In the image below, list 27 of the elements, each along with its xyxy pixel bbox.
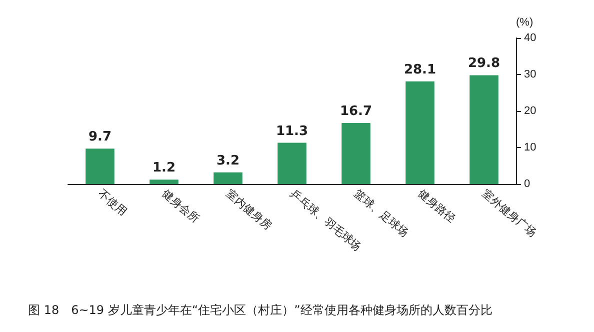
x-tick-label: 室内健身房	[224, 187, 274, 232]
bar	[86, 148, 114, 184]
y-tick-label: 10	[524, 142, 536, 154]
data-label: 28.1	[404, 62, 436, 78]
y-tick-label: 30	[524, 68, 536, 80]
caption: 图 18 6~19 岁儿童青少年在“住宅小区（村庄）”经常使用各种健身场所的人数百分比	[28, 303, 492, 317]
x-tick-label: 健身路径	[416, 187, 458, 226]
data-label: 9.7	[88, 130, 112, 145]
data-label: 1.2	[152, 160, 176, 176]
y-axis-title: (%)	[516, 16, 534, 28]
data-label: 29.8	[468, 56, 500, 72]
x-tick-label: 室外健身广场	[480, 187, 539, 240]
bar	[150, 180, 178, 184]
x-tick-label: 篮球、足球场	[352, 187, 411, 240]
x-tick-label: 不使用	[96, 187, 130, 218]
y-tick-label: 20	[524, 105, 536, 117]
data-label: 3.2	[216, 153, 240, 168]
bar	[470, 75, 498, 184]
y-tick-label: 0	[524, 178, 530, 190]
x-tick-label: 健身会所	[160, 187, 202, 226]
y-tick-label: 40	[524, 32, 536, 44]
data-label: 16.7	[340, 104, 372, 120]
data-label: 11.3	[276, 124, 308, 139]
bar	[342, 123, 370, 184]
bar	[214, 172, 242, 184]
bar	[406, 81, 434, 184]
bar	[278, 142, 306, 184]
